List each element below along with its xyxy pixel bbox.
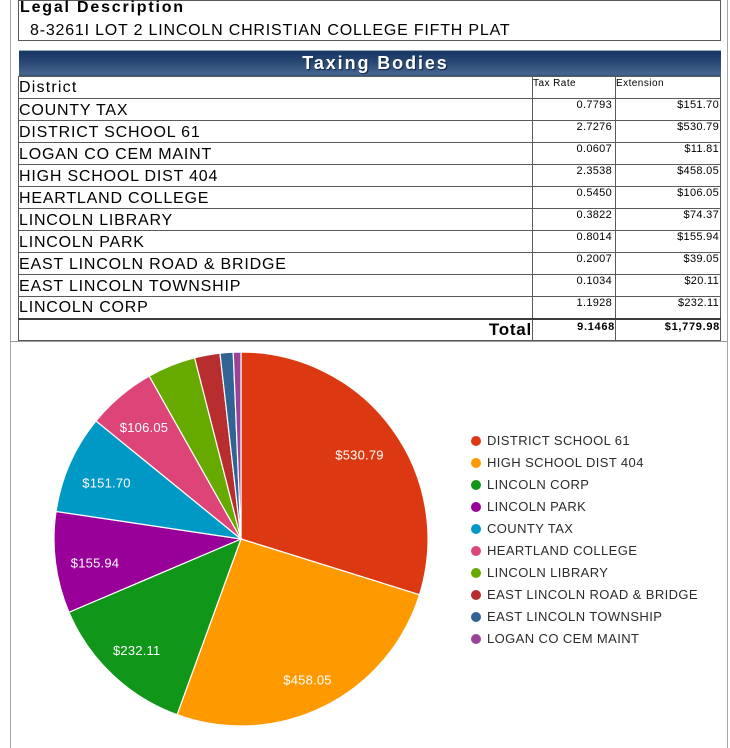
svg-text:DISTRICT SCHOOL 61: DISTRICT SCHOOL 61	[487, 433, 630, 448]
svg-text:EAST LINCOLN ROAD & BRIDGE: EAST LINCOLN ROAD & BRIDGE	[487, 587, 698, 602]
svg-text:COUNTY TAX: COUNTY TAX	[487, 521, 573, 536]
svg-text:LOGAN CO CEM MAINT: LOGAN CO CEM MAINT	[487, 631, 639, 646]
svg-text:$106.05: $106.05	[120, 420, 168, 435]
svg-text:LINCOLN LIBRARY: LINCOLN LIBRARY	[487, 565, 608, 580]
svg-text:$530.79: $530.79	[335, 447, 383, 462]
svg-text:HEARTLAND COLLEGE: HEARTLAND COLLEGE	[487, 543, 637, 558]
svg-text:$458.05: $458.05	[283, 672, 331, 687]
svg-text:EAST LINCOLN TOWNSHIP: EAST LINCOLN TOWNSHIP	[487, 609, 662, 624]
svg-text:HIGH SCHOOL DIST 404: HIGH SCHOOL DIST 404	[487, 455, 644, 470]
svg-text:$155.94: $155.94	[71, 555, 119, 570]
svg-text:LINCOLN CORP: LINCOLN CORP	[487, 477, 589, 492]
svg-text:$232.11: $232.11	[113, 643, 160, 658]
svg-text:$151.70: $151.70	[82, 476, 130, 491]
svg-text:LINCOLN PARK: LINCOLN PARK	[487, 499, 586, 514]
